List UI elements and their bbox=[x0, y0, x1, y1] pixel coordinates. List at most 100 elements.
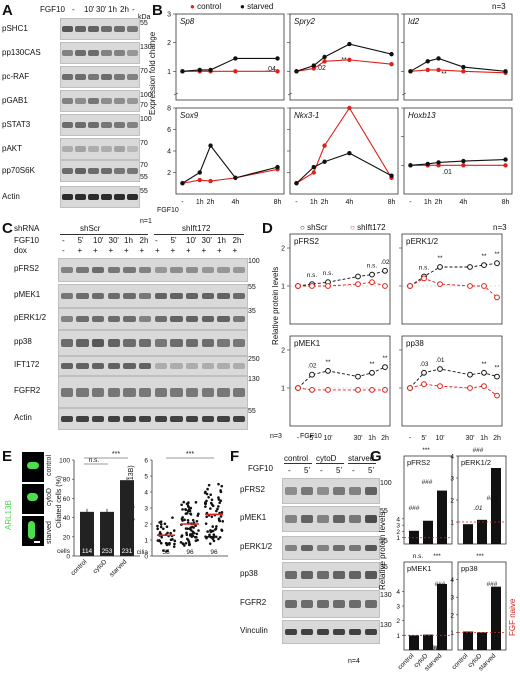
a-marker-0: 55 bbox=[140, 20, 148, 27]
band bbox=[300, 515, 314, 523]
g-ytick-label: 2 bbox=[396, 529, 400, 536]
band bbox=[154, 387, 168, 397]
b-ytick-label: 1 bbox=[167, 69, 171, 76]
a-blot-3 bbox=[60, 90, 140, 112]
e-scatter-point bbox=[215, 509, 218, 513]
f-blot-label-1: pMEK1 bbox=[240, 513, 267, 522]
g-sig-label: ### bbox=[435, 581, 446, 588]
band bbox=[170, 416, 183, 422]
b-point-control bbox=[311, 170, 316, 175]
b-point-control bbox=[322, 143, 327, 148]
b-point-control bbox=[461, 69, 466, 74]
band bbox=[348, 628, 362, 636]
e-scatter-point bbox=[185, 502, 189, 506]
g-sig-label: ### bbox=[487, 581, 498, 588]
panel-g-letter: G bbox=[370, 448, 382, 465]
band bbox=[114, 146, 125, 152]
e-scatter-point bbox=[217, 518, 221, 522]
b-annotation: .02 bbox=[316, 65, 326, 72]
e-scatter-point bbox=[165, 543, 169, 547]
c-blot-0 bbox=[58, 258, 248, 282]
b-point-starved bbox=[294, 181, 299, 186]
band bbox=[170, 363, 183, 369]
d-point-shIft172 bbox=[494, 392, 500, 399]
band bbox=[60, 266, 74, 274]
c-marker-6: 55 bbox=[248, 408, 256, 415]
band bbox=[88, 74, 99, 80]
panel-c-dox-label: dox bbox=[14, 246, 27, 255]
b-point-starved bbox=[233, 56, 238, 61]
d-xtick-label: 5' bbox=[309, 435, 314, 442]
e-scatter-point bbox=[192, 531, 196, 535]
e-scatter-point bbox=[181, 542, 185, 545]
e-scatter-point bbox=[159, 541, 163, 545]
band bbox=[75, 26, 86, 32]
e-scatter-point bbox=[156, 524, 159, 528]
c-blot-2 bbox=[58, 308, 248, 330]
band bbox=[170, 292, 183, 300]
e-scatter-point bbox=[172, 545, 176, 548]
e-scatter-point bbox=[184, 508, 187, 511]
band bbox=[127, 146, 138, 152]
c-blot-3 bbox=[58, 330, 248, 356]
a-marker-extra-1: 70 bbox=[140, 102, 148, 109]
g-bar-cytoD bbox=[477, 632, 487, 650]
b-point-starved bbox=[408, 69, 413, 74]
b-xtick-label: 1h bbox=[196, 199, 204, 206]
d-point-shScr bbox=[369, 271, 375, 278]
c-dox-2: + bbox=[93, 246, 98, 255]
b-point-control bbox=[347, 57, 352, 63]
b-point-control bbox=[275, 69, 280, 74]
panel-d-legend-shscr: ○ shScr bbox=[300, 223, 328, 232]
panel-d-letter: D bbox=[262, 220, 273, 237]
band bbox=[217, 316, 230, 322]
a-blot-0 bbox=[60, 18, 140, 40]
e-scatter-ytick-label: 3 bbox=[144, 506, 148, 513]
band bbox=[201, 363, 215, 369]
b-point-starved bbox=[311, 63, 316, 68]
b-point-starved bbox=[322, 54, 327, 60]
b-point-starved bbox=[180, 69, 185, 74]
c-dox-1: + bbox=[77, 246, 83, 255]
a-time-3: 1h bbox=[108, 5, 117, 14]
f-marker-1: 55 bbox=[380, 508, 388, 515]
band bbox=[300, 600, 314, 608]
c-time-5: 2h bbox=[139, 236, 149, 245]
b-point-control bbox=[322, 59, 327, 64]
e-scatter-point bbox=[185, 533, 189, 537]
e-scatter-point bbox=[205, 499, 208, 503]
e-scatter-point bbox=[185, 531, 188, 535]
f-blot-label-0: pFRS2 bbox=[240, 485, 265, 494]
band bbox=[284, 544, 298, 552]
b-xtick-label: - bbox=[295, 199, 298, 206]
g-sig-label: ### bbox=[487, 495, 498, 502]
g-ytick-label: 1 bbox=[450, 630, 454, 637]
d-point-shScr bbox=[421, 369, 427, 376]
e-scatter-point bbox=[168, 541, 171, 545]
e-scatter-point bbox=[217, 496, 220, 499]
e-bar-count: 231 bbox=[122, 548, 133, 555]
b-point-control bbox=[503, 163, 508, 168]
b-point-starved bbox=[233, 175, 238, 181]
b-point-starved bbox=[389, 51, 394, 57]
band bbox=[76, 292, 89, 300]
d-chart-2: pMEK1 1 2 .02 ** ** ** - 5' 10' 30' 1h 2h bbox=[281, 335, 391, 442]
band bbox=[348, 544, 362, 552]
e-scatter-point bbox=[217, 482, 220, 486]
panel-d-n-label: n=3 bbox=[493, 223, 507, 232]
e-bar-ytick-label: 60 bbox=[63, 496, 71, 503]
b-point-control bbox=[347, 105, 352, 111]
g-bar-starved bbox=[491, 468, 501, 544]
d-annotation: ** bbox=[325, 359, 331, 366]
f-time-5: 5' bbox=[368, 466, 374, 475]
band bbox=[332, 600, 346, 608]
g-ytick-label: 3 bbox=[396, 523, 400, 530]
e-scatter-point bbox=[159, 525, 163, 529]
e-bar-cytoD bbox=[100, 511, 114, 556]
d-xtick-label: 5' bbox=[421, 435, 426, 442]
band bbox=[123, 292, 136, 300]
band bbox=[91, 316, 105, 322]
d-annotation: ** bbox=[494, 365, 500, 372]
d-annotation: ** bbox=[437, 255, 443, 262]
b-point-starved bbox=[180, 181, 185, 186]
